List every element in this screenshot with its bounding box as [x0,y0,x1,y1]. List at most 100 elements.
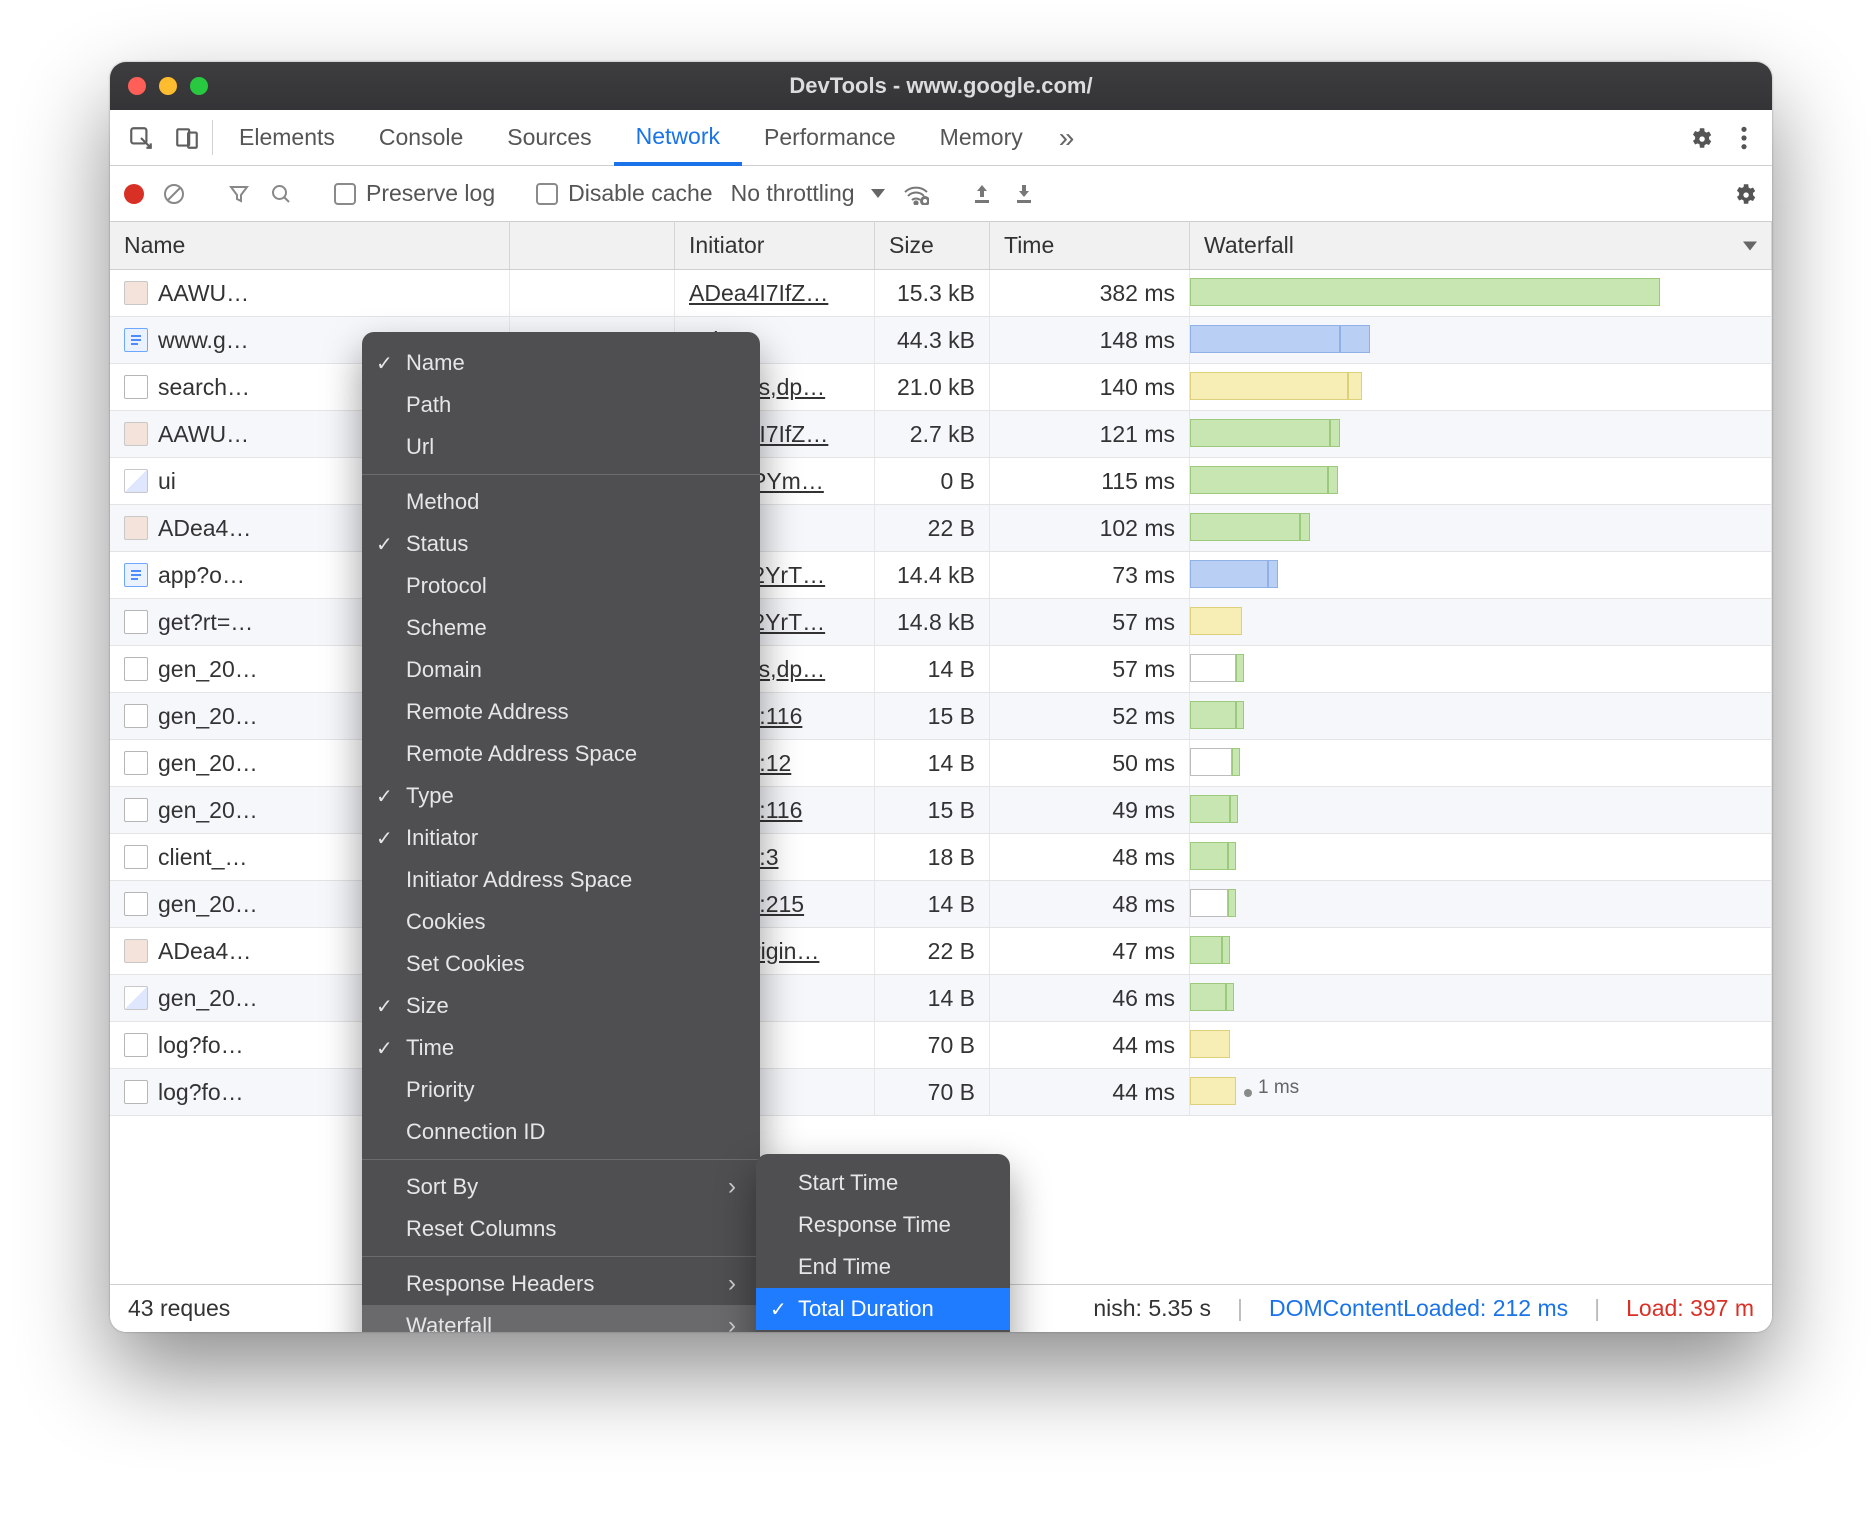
tab-network[interactable]: Network [614,110,742,166]
menu-item-domain[interactable]: Domain [362,649,760,691]
tab-memory[interactable]: Memory [918,110,1045,165]
menu-separator [362,1159,760,1160]
waterfall-bar [1230,795,1238,823]
clear-icon[interactable] [162,182,186,206]
menu-item-name[interactable]: ✓Name [362,342,760,384]
record-button-icon[interactable] [124,184,144,204]
filter-icon[interactable] [227,182,251,206]
table-row[interactable]: ADea4…app?origin…22 B47 ms [110,928,1772,975]
request-name: get?rt=… [158,609,253,636]
menu-item-connection-id[interactable]: Connection ID [362,1111,760,1153]
table-row[interactable]: AAWU…ADea4I7IfZ…15.3 kB382 ms [110,270,1772,317]
waterfall-cell [1190,740,1772,786]
menu-item-priority[interactable]: Priority [362,1069,760,1111]
table-row[interactable]: log?fo…70 B44 ms [110,1022,1772,1069]
plain-file-icon [124,1080,148,1104]
column-status[interactable] [510,222,675,269]
checkbox-icon[interactable] [536,183,558,205]
menu-item-remote-address[interactable]: Remote Address [362,691,760,733]
request-name: search… [158,374,250,401]
preserve-log-toggle[interactable]: Preserve log [334,180,495,207]
table-row[interactable]: get?rt=…rs=AA2YrT…14.8 kB57 ms [110,599,1772,646]
search-icon[interactable] [269,182,293,206]
submenu-item-total-duration[interactable]: ✓Total Duration [756,1288,1010,1330]
table-row[interactable]: gen_20…14 B46 ms [110,975,1772,1022]
tab-console[interactable]: Console [357,110,485,165]
menu-item-sort-by[interactable]: Sort By› [362,1166,760,1208]
column-name[interactable]: Name [110,222,510,269]
table-row[interactable]: client_…(index):318 B48 ms [110,834,1772,881]
submenu-item-response-time[interactable]: Response Time [756,1204,1010,1246]
table-row[interactable]: gen_20…(index):1214 B50 ms [110,740,1772,787]
menu-item-status[interactable]: ✓Status [362,523,760,565]
table-row[interactable]: gen_20…(index):21514 B48 ms [110,881,1772,928]
menu-item-url[interactable]: Url [362,426,760,468]
upload-har-icon[interactable] [970,182,994,206]
table-row[interactable]: gen_20…(index):11615 B49 ms [110,787,1772,834]
device-toggle-icon[interactable] [174,125,200,151]
submenu-item-start-time[interactable]: Start Time [756,1162,1010,1204]
download-har-icon[interactable] [1012,182,1036,206]
plain-file-icon [124,892,148,916]
menu-item-remote-address-space[interactable]: Remote Address Space [362,733,760,775]
throttling-select[interactable]: No throttling [731,180,885,207]
disable-cache-toggle[interactable]: Disable cache [536,180,712,207]
menu-item-initiator[interactable]: ✓Initiator [362,817,760,859]
column-initiator[interactable]: Initiator [675,222,875,269]
tab-sources[interactable]: Sources [485,110,613,165]
menu-item-method[interactable]: Method [362,481,760,523]
table-row[interactable]: AAWU…ADea4I7IfZ…2.7 kB121 ms [110,411,1772,458]
size-cell: 70 B [875,1069,990,1115]
menu-item-protocol[interactable]: Protocol [362,565,760,607]
request-name: gen_20… [158,703,258,730]
menu-item-size[interactable]: ✓Size [362,985,760,1027]
menu-item-type[interactable]: ✓Type [362,775,760,817]
column-time[interactable]: Time [990,222,1190,269]
submenu-item-latency[interactable]: Latency [756,1330,1010,1332]
tab-performance[interactable]: Performance [742,110,918,165]
more-kebab-icon[interactable] [1740,125,1748,151]
menu-item-reset-columns[interactable]: Reset Columns [362,1208,760,1250]
menu-item-waterfall[interactable]: Waterfall› [362,1305,760,1332]
menu-item-initiator-address-space[interactable]: Initiator Address Space [362,859,760,901]
column-size[interactable]: Size [875,222,990,269]
img-file-icon [124,986,148,1010]
settings-gear-icon[interactable] [1688,125,1714,151]
menu-item-scheme[interactable]: Scheme [362,607,760,649]
table-row[interactable]: search…m=cdos,dp…21.0 kB140 ms [110,364,1772,411]
menu-item-set-cookies[interactable]: Set Cookies [362,943,760,985]
waterfall-cell [1190,881,1772,927]
table-row[interactable]: log?fo…70 B44 ms1 ms [110,1069,1772,1116]
avatar-file-icon [124,422,148,446]
table-row[interactable]: www.g…Other44.3 kB148 ms [110,317,1772,364]
size-cell: 21.0 kB [875,364,990,410]
settings-gear-icon[interactable] [1732,181,1758,207]
waterfall-bar [1340,325,1370,353]
request-name: AAWU… [158,421,249,448]
table-row[interactable]: gen_20…(index):11615 B52 ms [110,693,1772,740]
time-cell: 49 ms [990,787,1190,833]
initiator-link[interactable]: ADea4I7IfZ… [689,280,828,307]
waterfall-submenu: Start TimeResponse TimeEnd Time✓Total Du… [756,1154,1010,1332]
request-name: gen_20… [158,656,258,683]
menu-item-cookies[interactable]: Cookies [362,901,760,943]
time-cell: 148 ms [990,317,1190,363]
tab-elements[interactable]: Elements [217,110,357,165]
waterfall-bar [1236,701,1244,729]
menu-item-response-headers[interactable]: Response Headers› [362,1263,760,1305]
submenu-item-end-time[interactable]: End Time [756,1246,1010,1288]
check-icon: ✓ [376,1036,393,1061]
tabs-overflow-icon[interactable]: » [1045,110,1089,165]
column-waterfall[interactable]: Waterfall [1190,222,1772,269]
inspect-element-icon[interactable] [128,125,154,151]
check-icon: ✓ [376,994,393,1019]
menu-item-time[interactable]: ✓Time [362,1027,760,1069]
checkbox-icon[interactable] [334,183,356,205]
table-row[interactable]: gen_20…m=cdos,dp…14 B57 ms [110,646,1772,693]
waterfall-cell [1190,834,1772,880]
table-row[interactable]: app?o…rs=AA2YrT…14.4 kB73 ms [110,552,1772,599]
table-row[interactable]: uim=DhPYm…0 B115 ms [110,458,1772,505]
network-conditions-icon[interactable] [903,183,929,205]
table-row[interactable]: ADea4…(index)22 B102 ms [110,505,1772,552]
menu-item-path[interactable]: Path [362,384,760,426]
